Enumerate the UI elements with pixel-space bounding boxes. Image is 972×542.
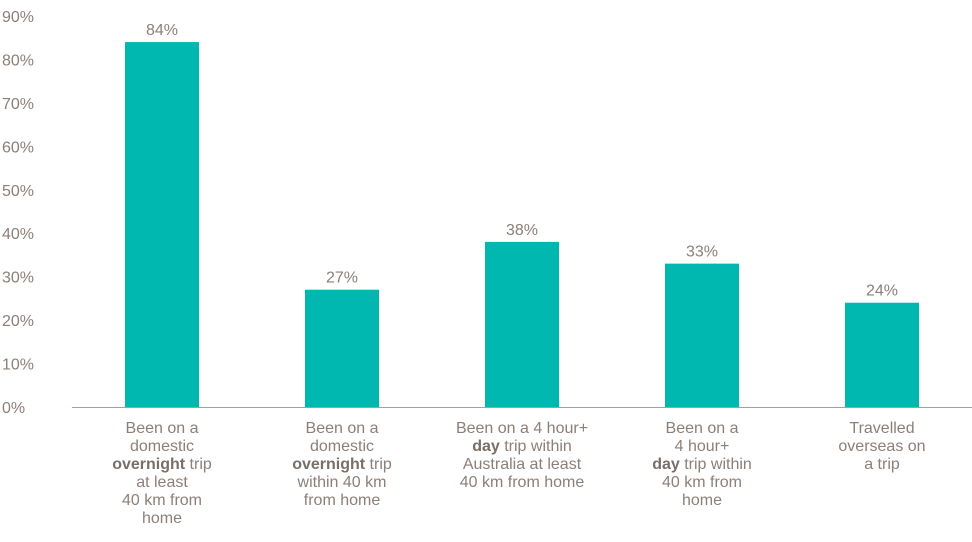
y-tick-label: 90%	[2, 9, 34, 26]
category-label-line: Australia at least	[437, 456, 607, 474]
y-tick-label: 80%	[2, 52, 34, 69]
category-label-line: Been on a	[77, 420, 247, 438]
category-label-text: home	[141, 510, 183, 527]
bar-c3	[665, 263, 739, 407]
category-label-text: at least	[136, 474, 188, 491]
data-label: 24%	[866, 283, 898, 300]
category-label-line: domestic	[77, 438, 247, 456]
category-label: Been on a domestic overnight trip within 40…	[257, 420, 427, 510]
category-label-text: from home	[303, 492, 381, 509]
data-label: 27%	[326, 270, 358, 287]
category-label-line: day trip within	[437, 438, 607, 456]
category-label-text: domestic	[309, 438, 375, 455]
category-label-line: Been on a	[617, 420, 787, 438]
category-label-line: 40 km from	[617, 474, 787, 492]
category-label-line: within 40 km	[257, 474, 427, 492]
data-label: 84%	[146, 22, 178, 39]
category-label-line: from home	[257, 492, 427, 510]
category-label-text: Been on a	[305, 420, 379, 437]
category-label-line: home	[617, 492, 787, 510]
y-tick-label: 70%	[2, 96, 34, 113]
category-label-line: overnight trip	[257, 456, 427, 474]
category-label-text: overseas on	[838, 438, 926, 455]
y-tick-label: 60%	[2, 139, 34, 156]
data-labels: 84% 27% 38% 33% 24%	[146, 22, 898, 300]
bar-c4	[845, 302, 919, 407]
y-tick-label: 0%	[2, 400, 25, 417]
category-label-emphasis: day	[652, 456, 680, 473]
category-label: Travelled overseas on a trip	[797, 420, 967, 474]
category-label-text: Been on a	[125, 420, 199, 437]
category-label-line: Been on a 4 hour+	[437, 420, 607, 438]
y-axis-ticks: 0% 10% 20% 30% 40% 50% 60% 70% 80% 90%	[2, 9, 34, 417]
category-label-line: 40 km from home	[437, 474, 607, 492]
data-label: 33%	[686, 244, 718, 261]
y-tick-label: 40%	[2, 226, 34, 243]
y-tick-label: 10%	[2, 357, 34, 374]
category-label: Been on a 4 hour+ day trip within Australi…	[437, 420, 607, 492]
bars	[125, 42, 919, 408]
y-tick-label: 20%	[2, 313, 34, 330]
bar-c0	[125, 42, 199, 408]
category-label-emphasis: day	[472, 438, 500, 455]
category-label-line: a trip	[797, 456, 967, 474]
category-label-line: home	[77, 510, 247, 528]
data-label: 38%	[506, 222, 538, 239]
category-label-text: 40 km from	[121, 492, 202, 509]
category-label-emphasis: overnight	[112, 456, 186, 473]
category-label-text: within 40 km	[297, 474, 387, 491]
category-label-line: Travelled	[797, 420, 967, 438]
category-label-text: a trip	[864, 456, 900, 473]
category-label-emphasis: overnight	[292, 456, 366, 473]
category-label-text: 4 hour+	[674, 438, 730, 455]
category-label-text: Been on a	[665, 420, 739, 437]
category-label-line: at least	[77, 474, 247, 492]
category-label: Been on a domestic overnight trip at least 4…	[77, 420, 247, 528]
category-label-text: Travelled	[849, 420, 915, 437]
category-label-text: trip within	[679, 456, 752, 473]
category-label-line: domestic	[257, 438, 427, 456]
category-label-text: home	[681, 492, 723, 509]
category-label-line: 40 km from	[77, 492, 247, 510]
category-label-text: Been on a 4 hour+	[455, 420, 589, 437]
category-label-text: trip	[185, 456, 212, 473]
category-label-text: trip	[365, 456, 392, 473]
y-tick-label: 50%	[2, 183, 34, 200]
category-label-text: 40 km from home	[459, 474, 585, 491]
category-label-text: Australia at least	[462, 456, 582, 473]
category-label-line: 4 hour+	[617, 438, 787, 456]
category-label-line: overseas on	[797, 438, 967, 456]
bar-c1	[305, 289, 379, 407]
category-label-line: overnight trip	[77, 456, 247, 474]
category-label-text: domestic	[129, 438, 195, 455]
y-tick-label: 30%	[2, 270, 34, 287]
category-label-text: trip within	[499, 438, 572, 455]
category-label-text: 40 km from	[661, 474, 742, 491]
category-label-line: Been on a	[257, 420, 427, 438]
category-label-line: day trip within	[617, 456, 787, 474]
bar-c2	[485, 241, 559, 407]
